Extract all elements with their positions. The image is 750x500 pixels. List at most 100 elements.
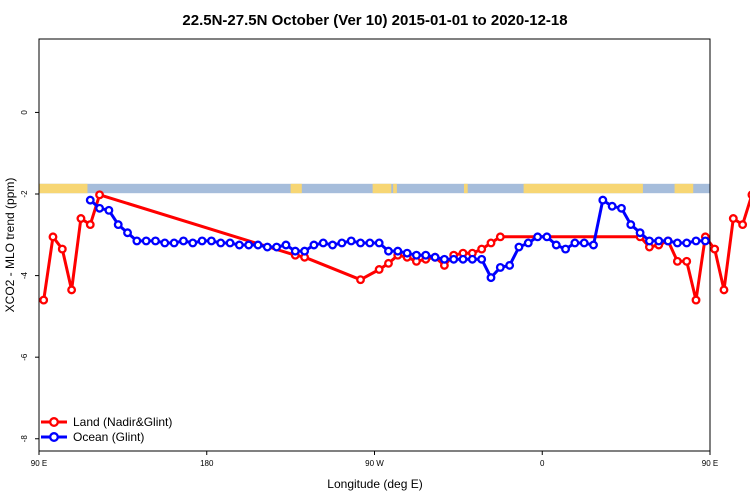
ocean-point (328, 240, 338, 250)
ocean-point (384, 246, 393, 256)
ocean-point (95, 203, 105, 213)
y-tick-label: -8 (20, 435, 29, 443)
x-tick-label: 0 (540, 459, 545, 468)
land-band-segment (290, 183, 302, 194)
ocean-point (663, 236, 673, 246)
ocean-point (421, 250, 431, 260)
land-point (477, 244, 487, 254)
ocean-point (272, 242, 282, 252)
land-point (486, 238, 496, 248)
y-tick-label: -4 (20, 271, 29, 279)
ocean-point (523, 238, 533, 248)
land-point (356, 275, 365, 285)
ocean-point (570, 238, 580, 248)
ocean-point (216, 238, 226, 248)
y-axis-label: XCO2 - MLO trend (ppm) (3, 178, 17, 313)
ocean-point (486, 273, 496, 283)
ocean-point (244, 240, 254, 250)
y-tick-label: 0 (20, 110, 29, 115)
ocean-point (439, 254, 449, 264)
ocean-point (141, 236, 151, 246)
ocean-point (206, 236, 216, 246)
ocean-point (495, 262, 505, 272)
legend-label: Land (Nadir&Glint) (73, 415, 172, 429)
ocean-point (626, 220, 636, 230)
ocean-point (561, 244, 570, 254)
land-band-segment (674, 183, 694, 194)
ocean-point (309, 240, 319, 250)
ocean-point (477, 254, 487, 264)
legend-label: Ocean (Glint) (73, 430, 144, 444)
ocean-point (262, 242, 272, 252)
land-point (57, 244, 67, 254)
land-point (719, 285, 729, 295)
ocean-point (467, 254, 477, 264)
legend-swatch-marker (49, 417, 59, 427)
plot-frame (38, 38, 711, 452)
y-tick-label: -2 (20, 190, 29, 198)
ocean-point (356, 238, 365, 248)
ocean-point (113, 220, 123, 230)
ocean-point (393, 246, 403, 256)
legend: Land (Nadir&Glint)Ocean (Glint) (41, 415, 172, 444)
ocean-point (682, 238, 692, 248)
ocean-point (179, 236, 188, 246)
surface-band (39, 183, 710, 194)
land-point (682, 256, 692, 266)
series-layer (39, 190, 750, 305)
ocean-point (234, 240, 244, 250)
land-point (495, 232, 505, 242)
land-point (85, 220, 95, 230)
y-axis: 0 -2 -4 -6 -8 (20, 110, 39, 443)
land-point (67, 285, 77, 295)
y-tick-label: -6 (20, 353, 29, 361)
ocean-point (411, 250, 421, 260)
x-axis-label: Longitude (deg E) (327, 477, 422, 491)
x-tick-label: 180 (200, 459, 214, 468)
legend-swatch-marker (49, 432, 59, 442)
land-point (39, 295, 49, 305)
land-point (76, 214, 86, 223)
ocean-point (449, 254, 459, 264)
ocean-point (654, 236, 664, 246)
land-point (738, 220, 748, 230)
x-tick-label: 90 E (31, 459, 47, 468)
ocean-point (644, 236, 654, 246)
ocean-point (281, 240, 291, 250)
ocean-point (132, 236, 142, 246)
ocean-point (607, 201, 617, 211)
ocean-point (617, 203, 626, 213)
ocean-point (589, 240, 598, 250)
ocean-point (318, 238, 328, 248)
land-point (728, 214, 738, 223)
ocean-point (188, 238, 198, 248)
land-point (691, 295, 701, 305)
x-tick-label: 90 E (702, 459, 718, 468)
land-point (710, 244, 720, 254)
ocean-point (337, 238, 347, 248)
land-point (48, 232, 58, 242)
ocean-point (300, 246, 310, 256)
land-band-segment (393, 183, 397, 194)
ocean-point (123, 228, 132, 238)
ocean-point (551, 240, 561, 250)
ocean-point (458, 254, 468, 264)
ocean-point (514, 242, 524, 252)
ocean-point (533, 232, 543, 242)
ocean-point (635, 228, 645, 238)
land-point (672, 256, 682, 266)
ocean-point (691, 236, 701, 246)
ocean-point (169, 238, 179, 248)
land-series-line (42, 193, 750, 302)
ocean-point (346, 236, 356, 246)
land-point (95, 190, 105, 200)
ocean-point (672, 238, 682, 248)
ocean-point (253, 240, 263, 250)
land-band-segment (523, 183, 643, 194)
ocean-point (700, 236, 710, 246)
ocean-point (430, 252, 440, 262)
ocean-point (85, 195, 95, 205)
x-tick-label: 90 W (365, 459, 384, 468)
